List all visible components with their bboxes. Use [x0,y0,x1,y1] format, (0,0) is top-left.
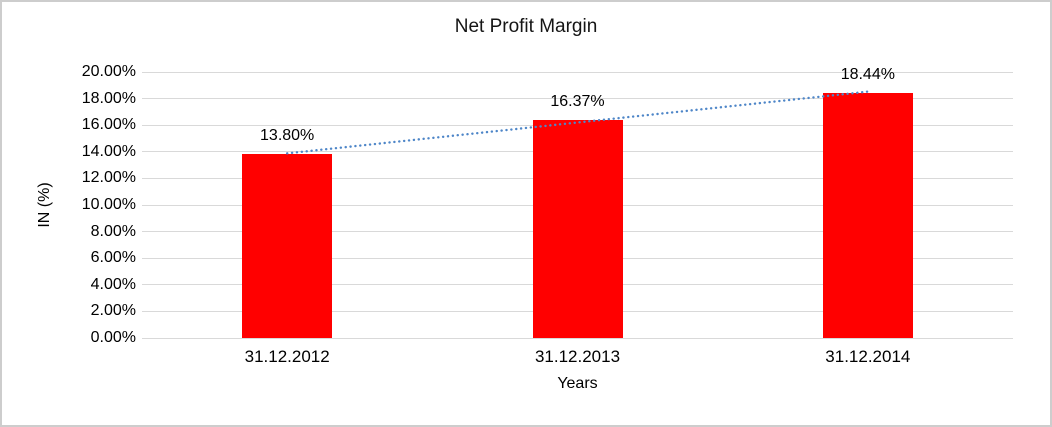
gridline [142,71,1013,73]
y-axis-tick-label: 0.00% [90,329,136,346]
x-axis-tick-label: 31.12.2014 [825,347,911,366]
y-axis-tick-label: 2.00% [90,302,136,320]
x-axis-tick-label: 31.12.2013 [534,347,621,366]
bar-31.12.2013 [532,120,623,338]
y-axis-tick-label: 8.00% [90,222,136,240]
y-axis-tick-label: 4.00% [90,275,136,293]
x-axis-tick-label: 31.12.2012 [244,347,330,366]
plot-area: 13.80% 16.37% 18.44% [142,66,1013,339]
y-axis-tick-label: 20.00% [81,63,136,80]
x-axis-line [142,337,1013,339]
bar-31.12.2014 [822,92,913,338]
bar-31.12.2012 [242,154,333,338]
y-axis-tick-label: 6.00% [90,249,136,267]
y-axis-tick-label: 18.00% [81,89,136,107]
y-axis-tick-label: 12.00% [81,169,136,187]
y-axis-tick-label: 10.00% [81,196,136,213]
x-axis-title: Years [557,375,598,392]
data-label: 18.44% [840,65,895,83]
y-axis-tick-label: 16.00% [81,116,136,134]
chart-title: Net Profit Margin [454,16,598,37]
data-label: 16.37% [550,93,605,111]
y-axis-tick-label: 14.00% [81,142,136,160]
data-label: 13.80% [260,127,315,145]
